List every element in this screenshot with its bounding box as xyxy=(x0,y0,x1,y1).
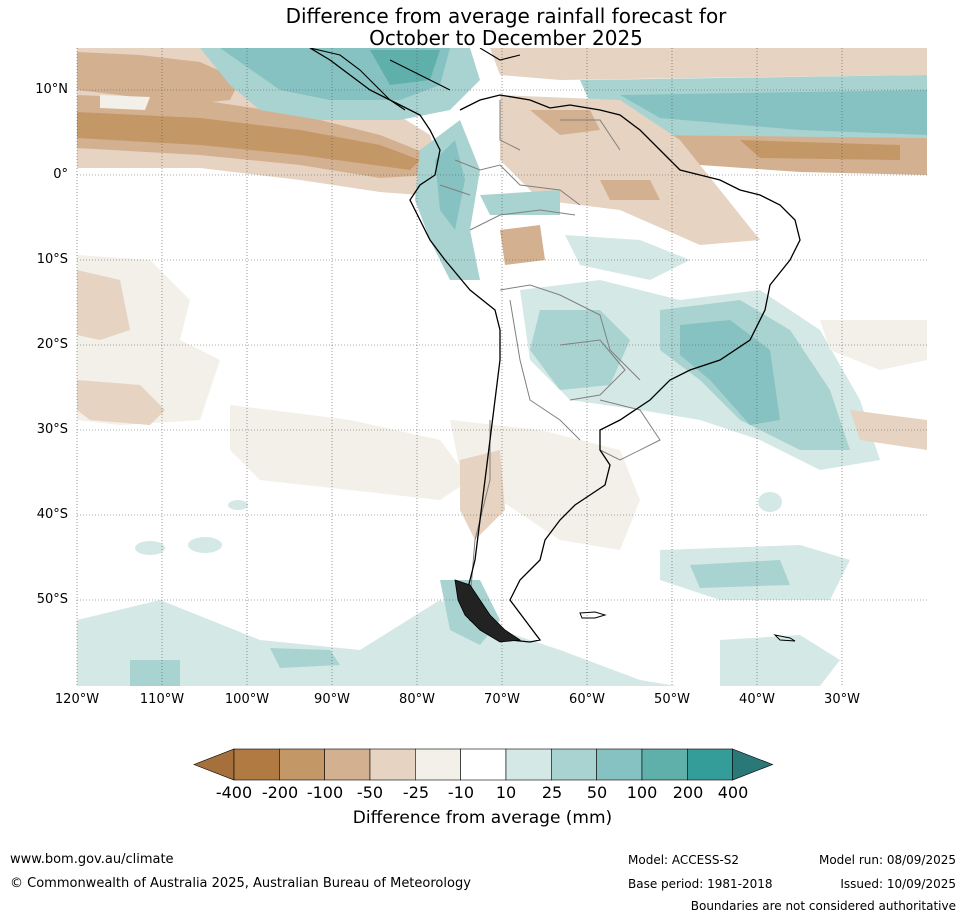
map-title-line2: October to December 2025 xyxy=(369,26,643,50)
dry-anomaly-pacific-patch xyxy=(100,95,150,110)
colorbar-segment xyxy=(551,748,597,781)
colorbar-tick: 400 xyxy=(717,783,749,802)
dry-anomaly-south-pacific xyxy=(230,405,470,500)
lat-label-30s: 30°S xyxy=(36,422,68,437)
lat-label-40s: 40°S xyxy=(36,507,68,522)
wet-anomaly-south-atlantic-core xyxy=(690,560,790,588)
colorbar-segment xyxy=(460,748,507,781)
colorbar-tick: -200 xyxy=(261,783,299,802)
wet-anomaly-south-pacific-patch xyxy=(270,648,340,668)
colorbar-segment xyxy=(596,748,643,781)
dry-anomaly-pacific-southwest xyxy=(77,380,165,425)
wet-anomaly-far-south-atlantic xyxy=(720,635,840,686)
dry-anomaly-north-atlantic xyxy=(490,48,927,80)
lon-label-40w: 40°W xyxy=(739,692,775,707)
wet-anomaly-southwest-pacific xyxy=(130,660,180,686)
lat-label-10s: 10°S xyxy=(36,252,68,267)
lon-label-60w: 60°W xyxy=(569,692,605,707)
wet-anomaly-southern-ocean xyxy=(77,600,676,686)
colorbar-label: Difference from average (mm) xyxy=(352,808,613,828)
rainfall-map xyxy=(76,48,927,686)
lon-label-70w: 70°W xyxy=(484,692,520,707)
colorbar-tick: -25 xyxy=(402,783,430,802)
lon-label-30w: 30°W xyxy=(824,692,860,707)
colorbar-tick: 50 xyxy=(586,783,608,802)
lon-label-110w: 110°W xyxy=(139,692,185,707)
lon-label-100w: 100°W xyxy=(224,692,270,707)
wet-anomaly-south-brazil xyxy=(530,310,630,390)
colorbar-tick: 100 xyxy=(626,783,658,802)
lat-label-0: 0° xyxy=(53,167,68,182)
footer-model: Model: ACCESS-S2 xyxy=(628,853,740,867)
dry-anomaly-amazon xyxy=(600,180,660,200)
colorbar-segment xyxy=(505,748,552,781)
lon-label-120w: 120°W xyxy=(54,692,100,707)
colorbar-tick: -400 xyxy=(215,783,253,802)
south-georgia xyxy=(773,634,796,642)
wet-anomaly-amazon-band xyxy=(480,190,560,215)
dry-anomaly-south-atlantic xyxy=(850,410,927,450)
colorbar-tick: 25 xyxy=(541,783,563,802)
wet-anomaly-pacific-patch-a xyxy=(135,541,165,555)
lon-label-90w: 90°W xyxy=(314,692,350,707)
colorbar-extend-low xyxy=(193,748,235,781)
colorbar-extend-high xyxy=(732,748,774,781)
dry-anomaly-peru xyxy=(500,225,545,265)
dry-anomaly-southwest-atlantic xyxy=(820,320,927,370)
colorbar-segment xyxy=(233,748,280,781)
colorbar xyxy=(193,748,774,781)
dry-anomaly-atlantic-equatorial-core xyxy=(740,140,900,160)
wet-anomaly-pacific-patch-c xyxy=(228,500,248,510)
dry-anomaly-pacific-north-inner xyxy=(77,112,420,170)
colorbar-segment xyxy=(415,748,461,781)
colorbar-segment xyxy=(641,748,688,781)
colorbar-tick: -10 xyxy=(447,783,475,802)
colorbar-segment xyxy=(369,748,416,781)
colorbar-segments xyxy=(193,748,774,781)
footer-model-run: Model run: 08/09/2025 xyxy=(818,853,956,867)
footer-copyright: © Commonwealth of Australia 2025, Austra… xyxy=(10,876,471,891)
wet-anomaly-atlantic-patch xyxy=(758,492,782,512)
wet-anomaly-pacific-patch-b xyxy=(188,537,222,553)
wet-anomaly-southeast-brazil-core xyxy=(680,320,780,425)
dry-anomaly-guianas xyxy=(530,110,600,135)
footer-issued: Issued: 10/09/2025 xyxy=(840,877,956,891)
graticule xyxy=(76,48,927,686)
footer-website: www.bom.gov.au/climate xyxy=(10,852,174,867)
colorbar-segment xyxy=(324,748,371,781)
tierra-del-fuego xyxy=(454,579,522,643)
wet-anomaly-atlantic-north-core xyxy=(620,90,927,135)
dry-anomaly-pacific-north-upper xyxy=(77,52,240,105)
footer-base-period: Base period: 1981-2018 xyxy=(628,877,773,891)
wet-anomaly-east-brazil xyxy=(565,235,690,280)
caribbean-coastline xyxy=(389,48,521,91)
dry-anomaly-pacific-west-core xyxy=(77,270,130,340)
lat-label-50s: 50°S xyxy=(36,592,68,607)
wet-anomaly-andes-north-core xyxy=(435,140,465,230)
footer-disclaimer: Boundaries are not considered authoritat… xyxy=(690,899,956,913)
colorbar-segment xyxy=(686,748,733,781)
map-title-line1: Difference from average rainfall forecas… xyxy=(285,4,727,28)
falkland-islands xyxy=(579,611,607,619)
lat-label-20s: 20°S xyxy=(36,337,68,352)
colorbar-segment xyxy=(279,748,325,781)
colorbar-tick: 200 xyxy=(672,783,704,802)
central-america-coastline xyxy=(309,48,406,111)
country-borders xyxy=(439,100,661,601)
colorbar-tick: 10 xyxy=(495,783,517,802)
south-america-coastline xyxy=(309,48,801,643)
lat-label-10n: 10°N xyxy=(35,82,68,97)
lon-label-50w: 50°W xyxy=(654,692,690,707)
colorbar-tick: -50 xyxy=(356,783,384,802)
colorbar-tick: -100 xyxy=(306,783,344,802)
lon-label-80w: 80°W xyxy=(399,692,435,707)
